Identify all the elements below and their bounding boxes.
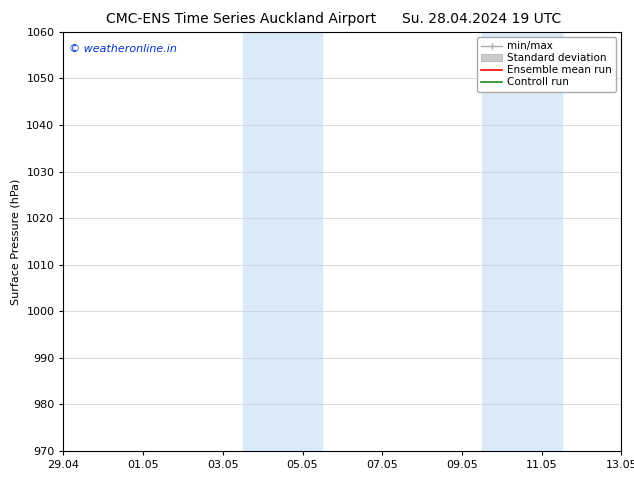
Text: CMC-ENS Time Series Auckland Airport: CMC-ENS Time Series Auckland Airport (106, 12, 376, 26)
Y-axis label: Surface Pressure (hPa): Surface Pressure (hPa) (11, 178, 21, 304)
Text: © weatheronline.in: © weatheronline.in (69, 45, 177, 54)
Legend: min/max, Standard deviation, Ensemble mean run, Controll run: min/max, Standard deviation, Ensemble me… (477, 37, 616, 92)
Bar (482, 32, 562, 451)
Bar (243, 32, 323, 451)
Text: Su. 28.04.2024 19 UTC: Su. 28.04.2024 19 UTC (402, 12, 562, 26)
